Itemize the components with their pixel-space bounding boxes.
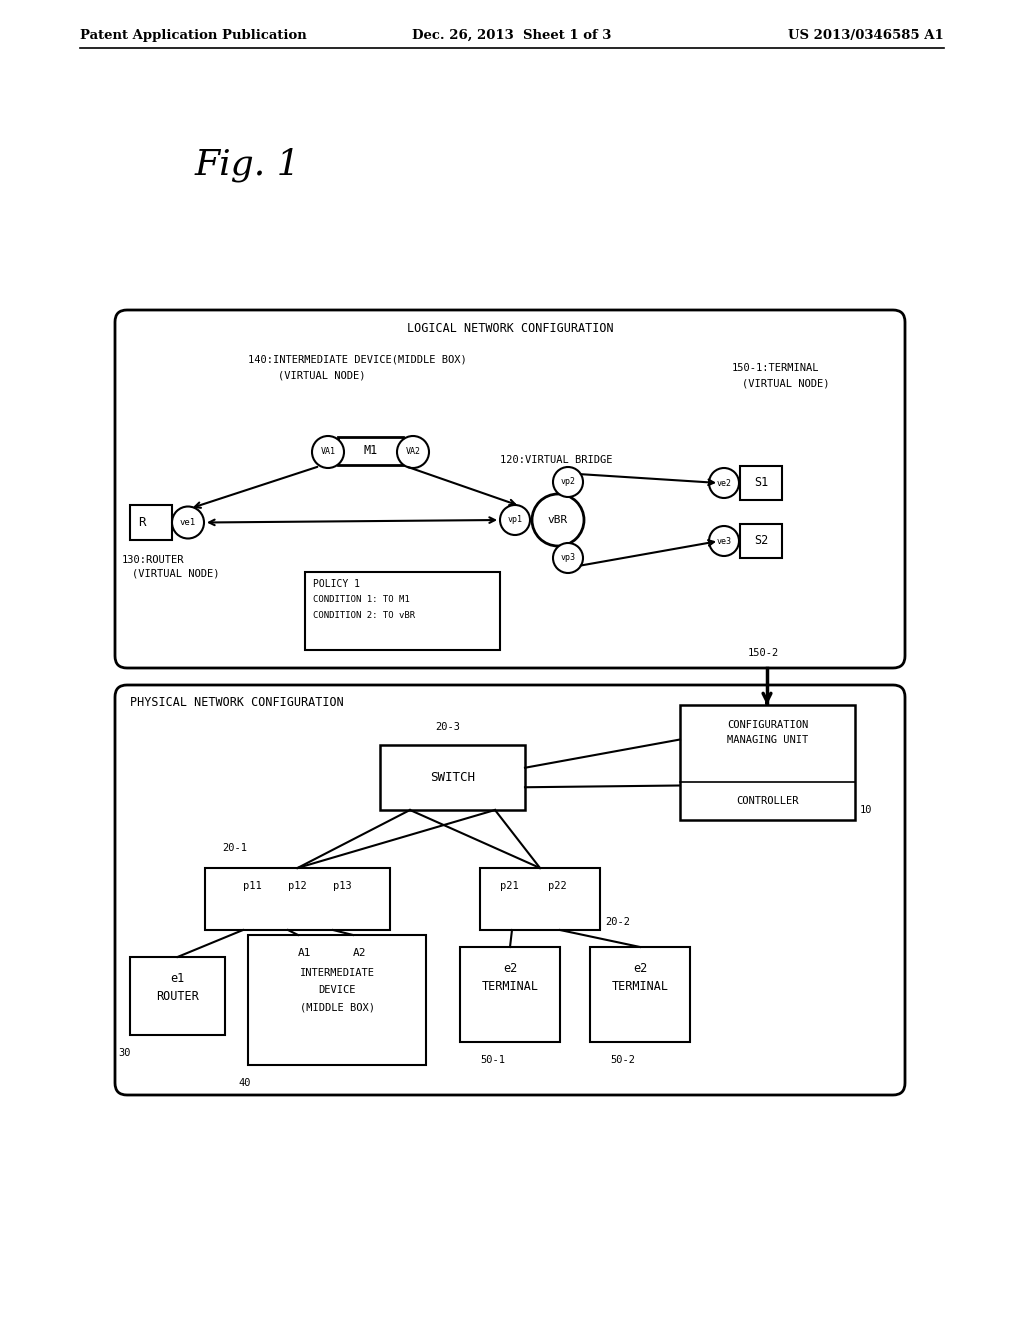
Text: Dec. 26, 2013  Sheet 1 of 3: Dec. 26, 2013 Sheet 1 of 3	[413, 29, 611, 41]
FancyBboxPatch shape	[115, 310, 905, 668]
Text: vp3: vp3	[560, 553, 575, 562]
Text: A1: A1	[298, 948, 311, 958]
Circle shape	[172, 507, 204, 539]
Text: LOGICAL NETWORK CONFIGURATION: LOGICAL NETWORK CONFIGURATION	[407, 322, 613, 334]
Text: 130:ROUTER: 130:ROUTER	[122, 554, 184, 565]
Text: CONDITION 2: TO vBR: CONDITION 2: TO vBR	[313, 610, 415, 619]
Text: ve3: ve3	[717, 536, 731, 545]
Text: 50-1: 50-1	[480, 1055, 505, 1065]
Bar	[305, 572, 500, 649]
Text: S2: S2	[754, 535, 768, 548]
Text: Fig. 1: Fig. 1	[195, 148, 301, 182]
Text: p13: p13	[333, 880, 352, 891]
Text: 140:INTERMEDIATE DEVICE(MIDDLE BOX): 140:INTERMEDIATE DEVICE(MIDDLE BOX)	[248, 355, 467, 366]
Text: ve1: ve1	[180, 517, 196, 527]
Text: US 2013/0346585 A1: US 2013/0346585 A1	[788, 29, 944, 41]
Text: VA2: VA2	[406, 447, 421, 457]
Bar	[680, 705, 855, 820]
Circle shape	[709, 525, 739, 556]
Text: p12: p12	[288, 880, 307, 891]
Text: (VIRTUAL NODE): (VIRTUAL NODE)	[742, 378, 829, 388]
Text: vp1: vp1	[508, 516, 522, 524]
Bar	[590, 946, 690, 1041]
Text: e1: e1	[170, 973, 184, 986]
Text: 30: 30	[118, 1048, 130, 1059]
Bar	[205, 869, 390, 931]
Text: p22: p22	[548, 880, 566, 891]
Text: vBR: vBR	[548, 515, 568, 525]
Text: A2: A2	[353, 948, 367, 958]
Text: e2: e2	[503, 962, 517, 975]
Text: 40: 40	[238, 1078, 251, 1088]
Bar	[480, 869, 600, 931]
Text: (MIDDLE BOX): (MIDDLE BOX)	[299, 1002, 375, 1012]
Text: 150-1:TERMINAL: 150-1:TERMINAL	[732, 363, 819, 374]
Text: 120:VIRTUAL BRIDGE: 120:VIRTUAL BRIDGE	[500, 455, 612, 465]
Bar	[248, 935, 426, 1065]
Text: vp2: vp2	[560, 478, 575, 487]
Text: PHYSICAL NETWORK CONFIGURATION: PHYSICAL NETWORK CONFIGURATION	[130, 697, 344, 710]
Text: TERMINAL: TERMINAL	[611, 981, 669, 994]
Bar	[460, 946, 560, 1041]
Text: e2: e2	[633, 962, 647, 975]
Text: p11: p11	[243, 880, 262, 891]
Text: R: R	[138, 516, 145, 529]
Bar	[338, 437, 403, 465]
Text: (VIRTUAL NODE): (VIRTUAL NODE)	[132, 568, 219, 578]
Bar	[130, 957, 225, 1035]
Text: Patent Application Publication: Patent Application Publication	[80, 29, 307, 41]
Circle shape	[709, 469, 739, 498]
Text: CONTROLLER: CONTROLLER	[736, 796, 799, 807]
Text: 50-2: 50-2	[610, 1055, 635, 1065]
Text: (VIRTUAL NODE): (VIRTUAL NODE)	[278, 370, 366, 380]
Bar	[380, 744, 525, 810]
Text: TERMINAL: TERMINAL	[481, 981, 539, 994]
Text: CONDITION 1: TO M1: CONDITION 1: TO M1	[313, 595, 410, 605]
Text: ROUTER: ROUTER	[156, 990, 199, 1003]
Text: 20-3: 20-3	[435, 722, 460, 733]
Circle shape	[500, 506, 530, 535]
Text: VA1: VA1	[321, 447, 336, 457]
Text: 20-1: 20-1	[222, 843, 247, 853]
Circle shape	[397, 436, 429, 469]
Circle shape	[553, 543, 583, 573]
Text: SWITCH: SWITCH	[430, 771, 475, 784]
Text: 150-2: 150-2	[748, 648, 779, 657]
Text: MANAGING UNIT: MANAGING UNIT	[727, 735, 808, 744]
Bar	[740, 466, 782, 500]
Text: p21: p21	[500, 880, 519, 891]
Text: DEVICE: DEVICE	[318, 985, 355, 995]
Text: 20-2: 20-2	[605, 917, 630, 927]
Text: S1: S1	[754, 477, 768, 490]
Circle shape	[532, 494, 584, 546]
Bar	[130, 506, 172, 540]
Text: ve2: ve2	[717, 479, 731, 487]
Bar	[740, 524, 782, 558]
Circle shape	[553, 467, 583, 498]
Text: M1: M1	[364, 445, 378, 458]
Text: INTERMEDIATE: INTERMEDIATE	[299, 968, 375, 978]
Circle shape	[312, 436, 344, 469]
Text: CONFIGURATION: CONFIGURATION	[727, 719, 808, 730]
FancyBboxPatch shape	[115, 685, 905, 1096]
Text: 10: 10	[860, 805, 872, 814]
Text: POLICY 1: POLICY 1	[313, 579, 360, 589]
